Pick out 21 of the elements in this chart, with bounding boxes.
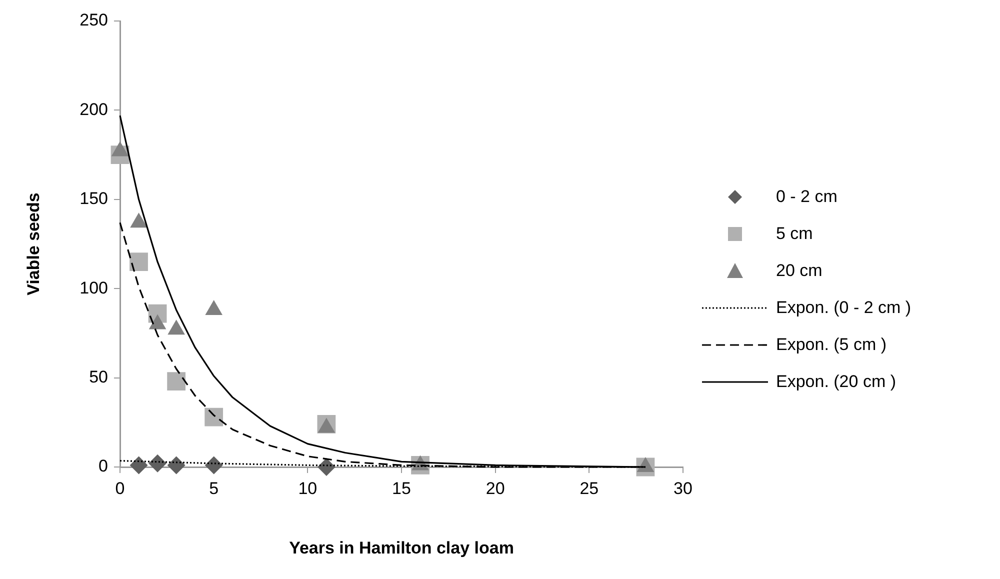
y-tick-label: 50 bbox=[89, 367, 108, 386]
x-tick-label: 30 bbox=[674, 478, 692, 498]
x-tick-label: 5 bbox=[209, 478, 219, 498]
legend-label: Expon. (5 cm ) bbox=[776, 335, 887, 355]
legend-label: 0 - 2 cm bbox=[776, 187, 838, 207]
x-tick-label: 15 bbox=[392, 478, 411, 498]
legend-label: 20 cm bbox=[776, 261, 822, 281]
x-tick-label: 20 bbox=[486, 478, 505, 498]
y-tick-label: 0 bbox=[98, 456, 108, 476]
legend-label: Expon. (20 cm ) bbox=[776, 372, 896, 392]
x-tick-label: 0 bbox=[115, 478, 125, 498]
y-tick-label: 200 bbox=[80, 100, 108, 119]
y-tick-label: 150 bbox=[80, 189, 108, 208]
x-axis-title: Years in Hamilton clay loam bbox=[289, 538, 514, 558]
y-tick-label: 250 bbox=[80, 10, 108, 30]
legend-label: Expon. (0 - 2 cm ) bbox=[776, 298, 912, 318]
x-tick-label: 10 bbox=[298, 478, 318, 498]
y-axis-title: Viable seeds bbox=[24, 192, 43, 296]
x-tick-label: 25 bbox=[580, 478, 599, 498]
y-tick-label: 100 bbox=[80, 278, 108, 298]
legend-label: 5 cm bbox=[776, 224, 813, 244]
